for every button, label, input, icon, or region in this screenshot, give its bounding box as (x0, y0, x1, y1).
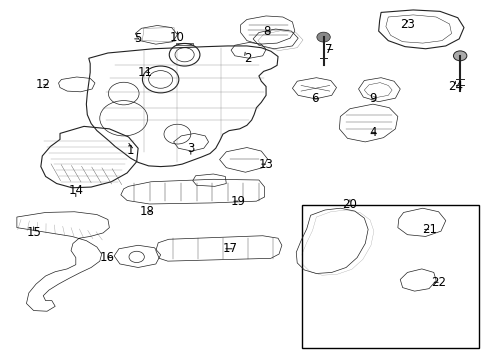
Text: 24: 24 (447, 80, 462, 93)
Text: 9: 9 (368, 93, 376, 105)
Text: 21: 21 (421, 223, 436, 236)
Text: 3: 3 (187, 142, 194, 155)
Text: 22: 22 (430, 276, 446, 289)
Text: 4: 4 (368, 126, 376, 139)
Text: 20: 20 (342, 198, 357, 211)
Text: 18: 18 (139, 205, 154, 218)
Text: 6: 6 (311, 93, 319, 105)
Text: 5: 5 (134, 32, 141, 45)
Text: 15: 15 (26, 226, 41, 239)
Text: 23: 23 (399, 18, 414, 31)
Text: 7: 7 (325, 43, 332, 56)
Circle shape (452, 51, 466, 61)
Text: 14: 14 (68, 184, 83, 197)
Text: 17: 17 (223, 242, 238, 255)
Bar (302, 205, 478, 348)
Text: 1: 1 (126, 144, 134, 157)
Text: 13: 13 (258, 158, 273, 171)
Text: 11: 11 (137, 66, 152, 79)
Text: 16: 16 (100, 251, 115, 264)
Text: 19: 19 (231, 195, 245, 208)
Text: 12: 12 (35, 78, 50, 91)
Text: 10: 10 (170, 31, 184, 44)
Text: 8: 8 (263, 25, 270, 38)
Text: 2: 2 (244, 52, 251, 65)
Circle shape (316, 32, 329, 42)
